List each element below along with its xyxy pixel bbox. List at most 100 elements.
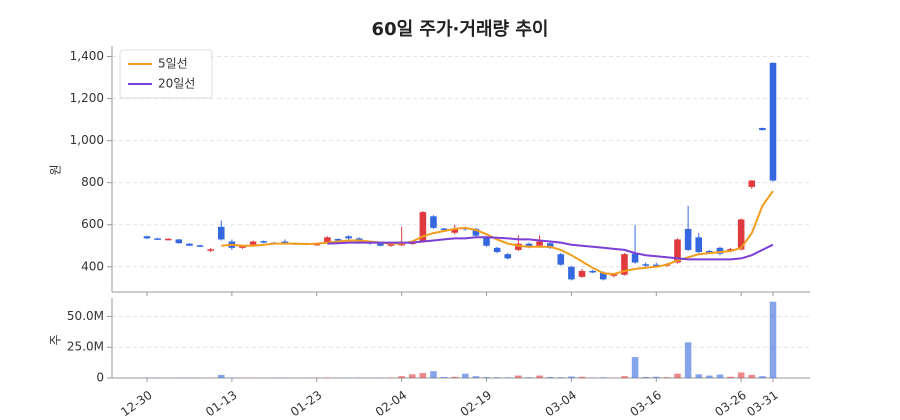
legend-box	[119, 49, 213, 99]
x-tick-label: 01-13	[203, 388, 240, 419]
x-tick-label: 12-30	[118, 388, 155, 419]
candle-body	[525, 243, 533, 248]
candle-body	[324, 237, 331, 243]
x-tick-label: 03-26	[712, 388, 749, 419]
volume-bar	[599, 377, 607, 378]
candle-body	[546, 243, 554, 248]
candle-body	[737, 219, 745, 250]
candle-body	[706, 251, 713, 253]
x-tick-label: 02-04	[373, 388, 410, 419]
candle-body	[578, 270, 586, 277]
volume-bar	[515, 375, 522, 378]
candle-body	[684, 228, 692, 250]
y-tick-label: 600	[81, 217, 104, 231]
volume-bar	[621, 376, 628, 378]
volume-bar	[217, 374, 225, 378]
volume-bar	[408, 374, 416, 378]
volume-bar	[737, 372, 745, 378]
candle-body	[589, 270, 596, 273]
y-axis-label: 원	[49, 164, 63, 175]
volume-bar	[472, 376, 480, 378]
y-tick-label: 400	[81, 259, 104, 273]
candle-body	[557, 254, 565, 265]
volume-bar	[748, 374, 756, 378]
ma-line	[327, 236, 774, 261]
volume-bar	[578, 376, 586, 378]
candle-body	[377, 243, 384, 246]
volume-bar	[684, 342, 692, 378]
candle-body	[483, 237, 490, 246]
volume-bar	[631, 357, 639, 378]
candle-body	[260, 241, 268, 243]
volume-bar	[727, 376, 734, 378]
volume-bar	[695, 374, 703, 378]
candle-body	[345, 236, 352, 239]
candle-body	[493, 247, 501, 253]
candle-body	[769, 62, 777, 181]
volume-bar	[462, 373, 469, 378]
y-tick-label: 50.0M	[67, 309, 104, 323]
x-tick-label: 02-19	[458, 388, 495, 419]
volume-bar	[652, 376, 660, 378]
candle-body	[599, 272, 607, 280]
candle-body	[695, 237, 703, 253]
y-tick-label: 800	[81, 175, 104, 189]
volume-bar	[568, 376, 575, 378]
volume-bar	[674, 373, 681, 378]
candle-body	[504, 254, 512, 259]
volume-bar	[440, 377, 448, 378]
candle-body	[515, 243, 522, 250]
volume-bar	[536, 375, 543, 378]
legend-label: 20일선	[158, 77, 195, 91]
volume-bar	[451, 376, 458, 378]
y-tick-label: 25.0M	[67, 340, 104, 354]
y-tick-label: 0	[96, 371, 104, 385]
volume-bar	[398, 376, 405, 378]
volume-bar	[769, 301, 777, 378]
y-tick-label: 1,400	[70, 49, 104, 63]
candle-body	[451, 228, 458, 233]
candle-body	[207, 249, 214, 251]
candle-body	[239, 245, 246, 248]
candle-body	[143, 236, 151, 239]
candle-body	[631, 253, 639, 263]
candle-body	[440, 228, 448, 231]
volume-bar	[493, 377, 501, 378]
volume-bar	[430, 371, 437, 378]
candle-body	[674, 239, 681, 263]
volume-bar	[759, 376, 766, 378]
candle-body	[387, 244, 395, 246]
legend-label: 5일선	[158, 57, 188, 71]
x-tick-label: 03-04	[543, 388, 580, 419]
volume-axis-label: 주	[49, 334, 63, 345]
candle-body	[642, 264, 649, 266]
y-tick-label: 1,200	[70, 91, 104, 105]
volume-bar	[557, 377, 565, 378]
candle-body	[716, 247, 724, 254]
volume-bar	[642, 377, 649, 378]
candle-body	[472, 228, 480, 236]
x-tick-label: 03-16	[627, 388, 664, 419]
candle-body	[186, 243, 193, 246]
candle-body	[164, 238, 172, 241]
candle-body	[430, 216, 437, 228]
candle-body	[748, 180, 756, 187]
x-tick-label: 03-31	[744, 388, 781, 419]
candle-body	[536, 241, 543, 246]
candle-body	[727, 249, 734, 251]
candle-body	[196, 245, 204, 247]
volume-bar	[546, 377, 554, 378]
volume-bar	[419, 373, 427, 378]
x-tick-label: 01-23	[288, 388, 325, 419]
candle-body	[334, 239, 342, 241]
candle-body	[281, 241, 289, 244]
candle-body	[652, 264, 660, 267]
candle-body	[217, 226, 225, 240]
volume-bar	[663, 377, 671, 378]
volume-bar	[525, 377, 533, 378]
volume-bar	[504, 377, 512, 378]
volume-bar	[716, 374, 724, 378]
y-tick-label: 1,000	[70, 133, 104, 147]
candle-body	[419, 212, 427, 242]
